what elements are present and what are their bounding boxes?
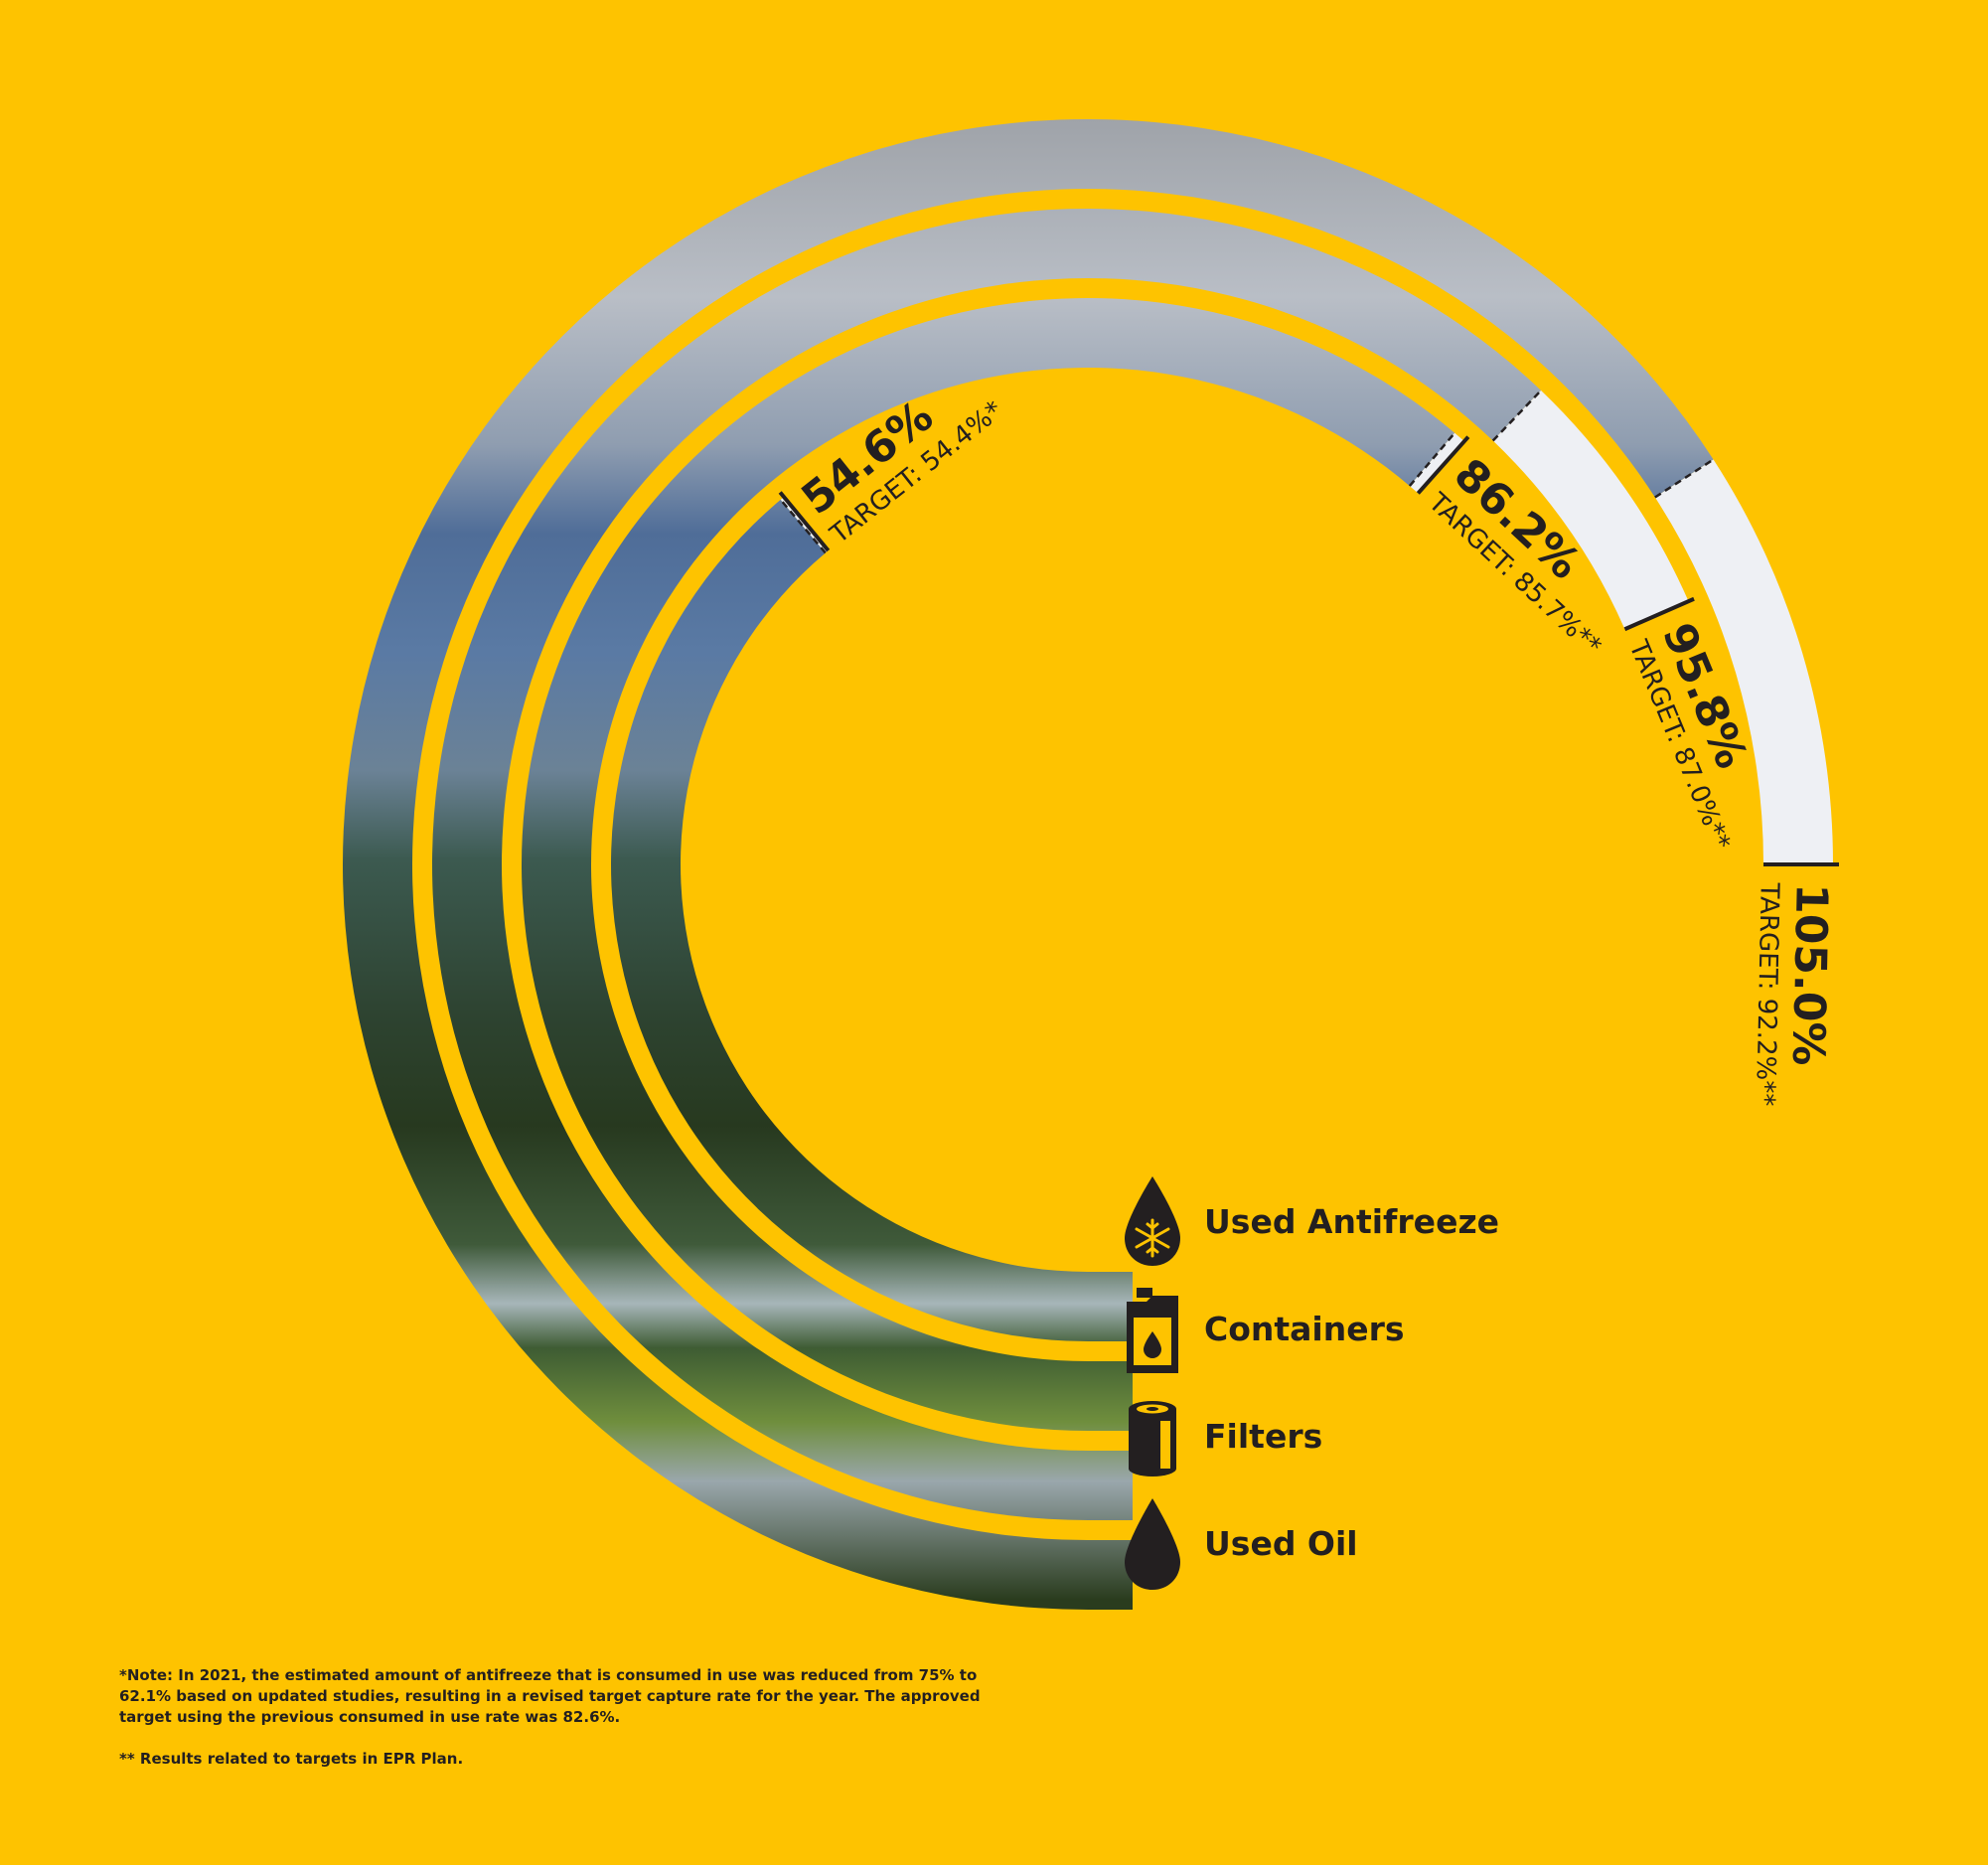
value-end-filters [1623, 596, 1695, 632]
oil-drop-icon [1125, 1498, 1180, 1590]
value-label-used-oil: 105.0% [1782, 883, 1837, 1066]
label-group-used-oil: 105.0%TARGET: 92.2%** [1750, 881, 1837, 1107]
legend-label: Containers [1204, 1310, 1405, 1348]
legend-item-filters: Filters [1123, 1387, 1520, 1486]
legend-label: Used Antifreeze [1204, 1202, 1500, 1241]
legend-item-used-oil: Used Oil [1123, 1494, 1520, 1594]
legend-item-containers: Containers [1123, 1280, 1520, 1379]
value-end-used-antifreeze [778, 491, 831, 552]
footnotes: *Note: In 2021, the estimated amount of … [119, 1665, 1013, 1790]
oil-container-icon [1127, 1288, 1178, 1373]
legend-label: Filters [1204, 1417, 1323, 1456]
legend-label: Used Oil [1204, 1524, 1358, 1563]
target-label-used-oil: TARGET: 92.2%** [1750, 881, 1784, 1107]
footnote-antifreeze: *Note: In 2021, the estimated amount of … [119, 1666, 981, 1726]
ring-bar-filters [431, 208, 1542, 1520]
ring-over-target-containers [1409, 432, 1464, 494]
chart-rings [342, 119, 1839, 1611]
ring-over-target-used-oil [1654, 459, 1833, 864]
oil-filter-icon [1129, 1401, 1176, 1476]
value-end-containers [1416, 435, 1470, 495]
ring-bar-containers [521, 297, 1455, 1431]
ring-bar-used-antifreeze [610, 499, 1133, 1342]
footnote-epr-plan: ** Results related to targets in EPR Pla… [119, 1750, 464, 1768]
ring-over-target-filters [1492, 389, 1689, 630]
legend-item-used-antifreeze: Used Antifreeze [1123, 1172, 1520, 1272]
antifreeze-drop-icon [1125, 1176, 1180, 1266]
